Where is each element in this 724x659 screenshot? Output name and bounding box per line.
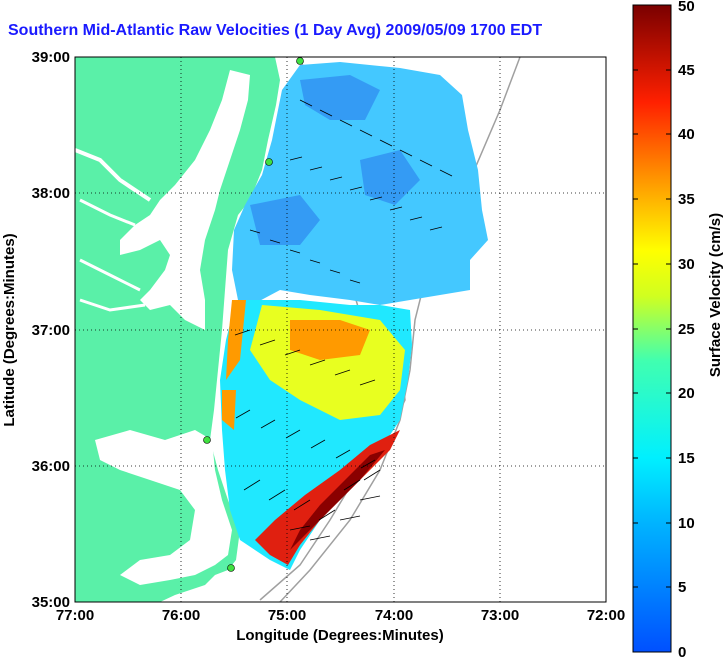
- colorbar-tick-label: 20: [678, 385, 695, 402]
- colorbar-ticks: [633, 69, 671, 653]
- map-plot-area: [75, 57, 606, 602]
- y-tick-label: 36:00: [32, 458, 70, 475]
- bathymetry-contour-outer: [279, 57, 521, 602]
- station-marker: [265, 158, 273, 166]
- colorbar-tick-label: 30: [678, 256, 695, 273]
- x-tick-label: 76:00: [162, 607, 200, 624]
- map-grid: [75, 57, 606, 602]
- x-tick-label: 73:00: [481, 607, 519, 624]
- x-tick-label: 77:00: [56, 607, 94, 624]
- colorbar-tick-label: 45: [678, 62, 695, 79]
- hf-radar-stations: [203, 57, 304, 572]
- colorbar-tick-label: 10: [678, 515, 695, 532]
- river-rappahannock: [79, 198, 136, 227]
- station-marker: [203, 436, 211, 444]
- colorbar-tick-label: 35: [678, 191, 695, 208]
- velocity-field-north-low: [250, 75, 420, 245]
- x-tick-label: 74:00: [375, 607, 413, 624]
- river-york-james: [79, 258, 146, 312]
- y-tick-label: 39:00: [32, 49, 70, 66]
- colorbar-tick-label: 40: [678, 126, 695, 143]
- plot-border: [74, 56, 607, 603]
- chesapeake-bay: [120, 70, 250, 330]
- albemarle-pamlico-sound: [95, 430, 232, 585]
- colorbar-label: Surface Velocity (cm/s): [707, 213, 724, 377]
- velocity-band-orange: [222, 300, 370, 430]
- colorbar-tick-label: 25: [678, 321, 695, 338]
- colorbar-tick-label: 5: [678, 579, 686, 596]
- x-tick-label: 75:00: [268, 607, 306, 624]
- y-tick-label: 35:00: [32, 594, 70, 611]
- x-tick-label: 72:00: [587, 607, 625, 624]
- station-marker: [296, 57, 304, 65]
- y-axis-label: Latitude (Degrees:Minutes): [1, 233, 18, 426]
- x-axis-label: Longitude (Degrees:Minutes): [236, 627, 444, 644]
- colorbar-tick-label: 50: [678, 0, 695, 15]
- colorbar-tick-label: 0: [678, 644, 686, 659]
- y-tick-label: 37:00: [32, 322, 70, 339]
- map-title: Southern Mid-Atlantic Raw Velocities (1 …: [8, 22, 543, 39]
- velocity-band-darkred: [290, 450, 385, 550]
- river-potomac: [75, 148, 152, 202]
- colorbar: [632, 4, 672, 653]
- y-tick-label: 38:00: [32, 185, 70, 202]
- colorbar-tick-label: 15: [678, 450, 695, 467]
- velocity-vectors: [234, 99, 453, 541]
- station-marker: [227, 564, 235, 572]
